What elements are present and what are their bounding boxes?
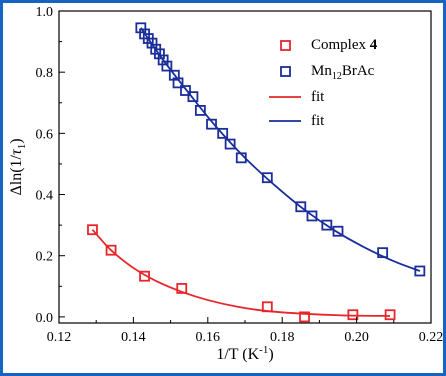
chart-svg: 0.12 0.14 0.16 0.18 0.20 0.22 0.0 0.2 0.4 0.6 0.8 1… bbox=[8, 5, 443, 363]
x-tick-label: 0.22 bbox=[419, 330, 443, 345]
x-tick-label: 0.14 bbox=[121, 330, 146, 345]
legend: Complex 4 Mn12BrAc fit fit bbox=[269, 37, 378, 129]
data-point-series-1 bbox=[161, 60, 173, 72]
plot-frame bbox=[58, 10, 432, 324]
data-point-series-1 bbox=[321, 219, 333, 231]
data-point-series-1 bbox=[180, 85, 191, 96]
data-point-series-1 bbox=[206, 118, 217, 130]
y-tick-label: 0.2 bbox=[36, 250, 54, 265]
legend-item-red-fit: fit bbox=[269, 89, 325, 105]
legend-symbol-complex4 bbox=[280, 40, 291, 51]
data-point-series-0 bbox=[87, 224, 98, 236]
legend-label-blue-fit: fit bbox=[311, 113, 325, 129]
x-tick-label: 0.20 bbox=[344, 330, 369, 345]
y-tick-label: 0.0 bbox=[36, 311, 54, 326]
data-point-series-1 bbox=[261, 172, 273, 184]
x-tick-label: 0.16 bbox=[196, 330, 221, 345]
legend-symbol-mn12brac bbox=[280, 66, 291, 77]
legend-item-mn12brac: Mn12BrAc bbox=[280, 63, 375, 82]
x-tick-label: 0.18 bbox=[270, 330, 295, 345]
y-tick-label: 1.0 bbox=[36, 5, 54, 20]
data-point-series-1 bbox=[295, 201, 307, 213]
data-point-series-0 bbox=[261, 301, 273, 313]
x-tick-label: 0.12 bbox=[47, 330, 72, 345]
legend-item-blue-fit: fit bbox=[269, 113, 325, 129]
data-point-series-1 bbox=[235, 152, 247, 164]
y-tick-label: 0.6 bbox=[36, 127, 54, 142]
data-point-series-0 bbox=[347, 309, 359, 321]
data-point-series-0 bbox=[139, 270, 150, 282]
data-point-series-0 bbox=[176, 283, 188, 294]
y-tick-label: 0.4 bbox=[36, 189, 54, 204]
data-point-series-1 bbox=[172, 77, 184, 89]
legend-label-red-fit: fit bbox=[311, 89, 325, 105]
fit-line-3 bbox=[140, 27, 421, 272]
data-point-series-1 bbox=[224, 138, 236, 150]
data-point-series-0 bbox=[105, 244, 117, 256]
data-point-series-1 bbox=[194, 105, 206, 116]
x-axis-title: 1/T (K-1) bbox=[216, 344, 273, 363]
data-point-series-0 bbox=[384, 309, 396, 321]
data-point-series-1 bbox=[332, 225, 344, 237]
data-point-series-1 bbox=[217, 127, 229, 139]
legend-label-complex4: Complex 4 bbox=[311, 37, 378, 53]
data-point-series-1 bbox=[187, 91, 199, 103]
legend-label-mn12brac: Mn12BrAc bbox=[311, 63, 375, 82]
data-point-series-1 bbox=[414, 265, 426, 277]
y-tick-label: 0.8 bbox=[36, 66, 54, 81]
data-point-series-0 bbox=[299, 311, 310, 323]
y-axis-title: Δln(1/τ1) bbox=[8, 138, 28, 195]
data-point-series-1 bbox=[377, 247, 389, 259]
legend-item-complex4: Complex 4 bbox=[280, 37, 378, 53]
data-point-series-1 bbox=[306, 210, 318, 222]
fit-line-2 bbox=[91, 229, 391, 317]
